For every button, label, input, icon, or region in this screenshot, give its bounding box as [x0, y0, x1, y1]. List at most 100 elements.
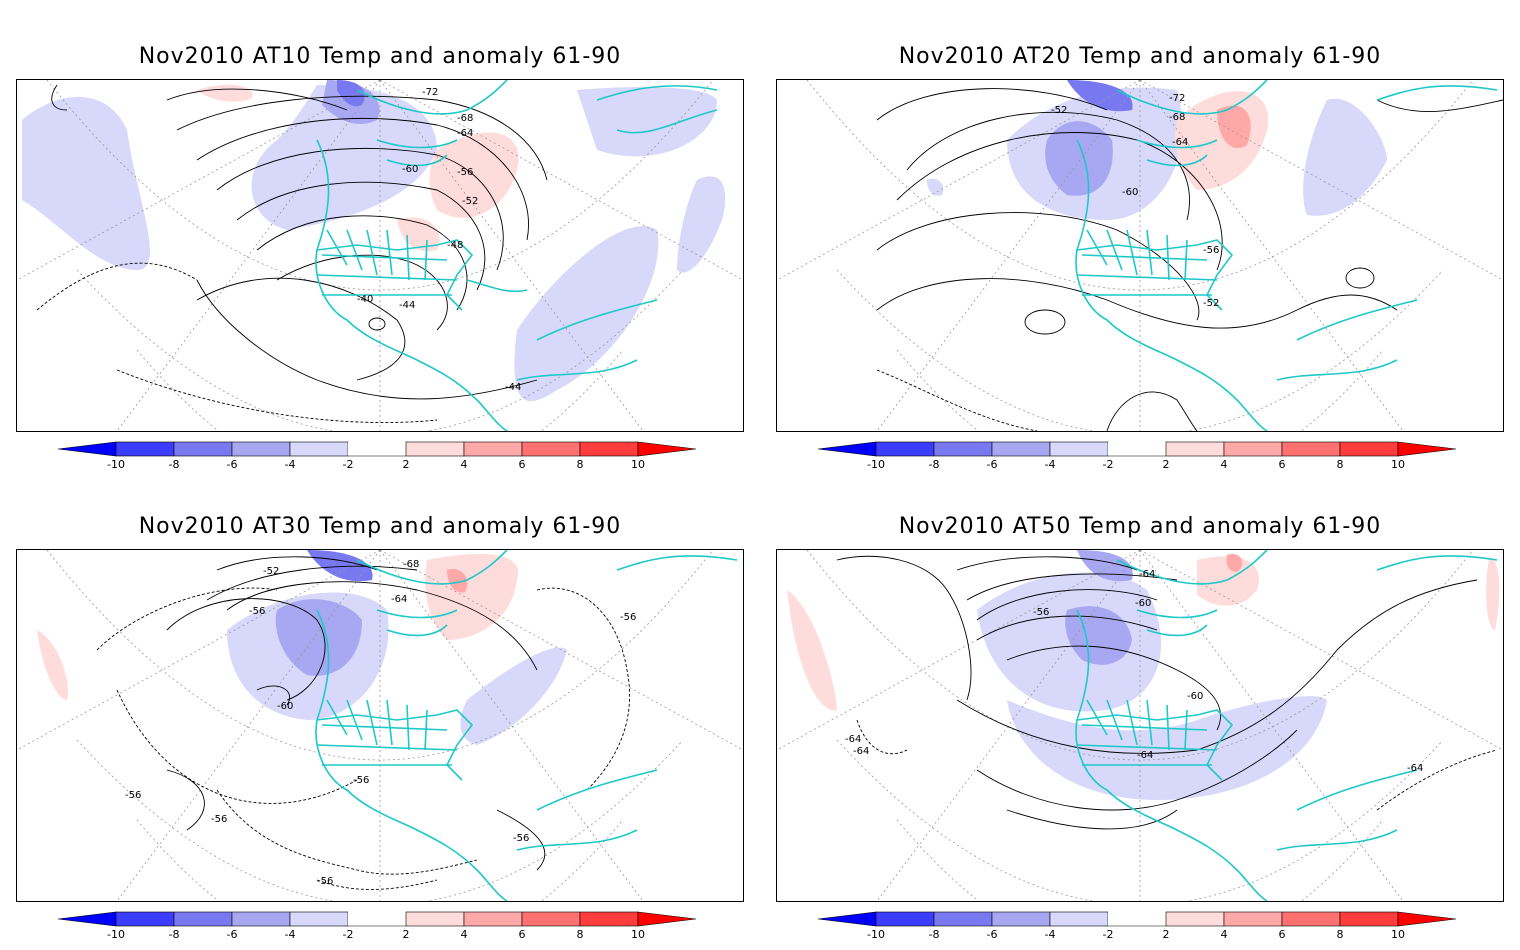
positive-anomaly-region [787, 590, 837, 711]
positive-anomaly-region [1175, 91, 1269, 190]
colorbar-segment [231, 911, 291, 927]
positive-anomaly-region [1486, 559, 1500, 630]
colorbar-segment [289, 441, 349, 457]
colorbar-label: -8 [929, 458, 940, 471]
negative-anomaly-region [275, 599, 362, 676]
colorbar-segment [875, 911, 935, 927]
colorbar-segment [1165, 441, 1225, 457]
colorbar-label: -6 [987, 458, 998, 471]
colorbar-label: 6 [1279, 458, 1286, 471]
temperature-contours [36, 84, 548, 423]
panel-title: Nov2010 AT50 Temp and anomaly 61-90 [898, 514, 1382, 539]
graticule [777, 550, 1503, 901]
colorbar-label: 8 [577, 928, 584, 941]
colorbar-segment [1108, 442, 1166, 456]
colorbar-label: 2 [1163, 928, 1170, 941]
colorbar-segment [289, 911, 349, 927]
colorbar-segment [1281, 911, 1341, 927]
colorbar-segment [1223, 911, 1283, 927]
colorbar-label: -10 [867, 458, 885, 471]
colorbar-arrow-left [57, 911, 117, 927]
colorbar-segment [348, 912, 406, 926]
positive-anomaly-region [1217, 105, 1251, 149]
colorbar-label: 4 [461, 458, 468, 471]
colorbar-label: 10 [1391, 928, 1405, 941]
colorbar-label: -6 [987, 928, 998, 941]
colorbar-segment [579, 441, 639, 457]
colorbar: -10 -8 -6 -4 -2 2 4 6 8 10 [57, 906, 702, 946]
colorbar-arrow-left [57, 441, 117, 457]
colorbar-segment [933, 441, 993, 457]
colorbar-segment [875, 441, 935, 457]
colorbar: -10 -8 -6 -4 -2 2 4 6 8 10 [57, 436, 702, 476]
map-panel: -68 -64 -52 -56 -60 -56 -56 -56 -56 -56 … [16, 549, 744, 902]
colorbar-segment [348, 442, 406, 456]
colorbar-segment [991, 911, 1051, 927]
panel-title: Nov2010 AT20 Temp and anomaly 61-90 [898, 44, 1382, 69]
positive-anomaly-region [447, 569, 468, 593]
colorbar-segment [231, 441, 291, 457]
colorbar-label: -8 [929, 928, 940, 941]
coastlines [1075, 80, 1498, 431]
negative-anomaly-region [1303, 98, 1387, 216]
positive-anomaly-region [37, 630, 68, 700]
colorbar-label: -4 [1045, 458, 1056, 471]
map-panel: -72 -68 -64 -60 -56 -52 -48 -44 -40 -44 [16, 79, 744, 432]
colorbar-arrow-left [817, 911, 877, 927]
colorbar-segment [1339, 911, 1399, 927]
negative-anomaly-region [22, 96, 150, 271]
negative-anomaly-region [977, 572, 1162, 712]
colorbar-label: -6 [227, 458, 238, 471]
colorbar-label: -4 [285, 928, 296, 941]
colorbar-label: -2 [1103, 928, 1114, 941]
positive-anomaly-region [425, 554, 519, 640]
colorbar-label: -4 [285, 458, 296, 471]
colorbar-label: -2 [343, 928, 354, 941]
colorbar-arrow-right [1397, 441, 1457, 457]
negative-anomaly-region [927, 178, 944, 196]
colorbar-segment [991, 441, 1051, 457]
temperature-contours [836, 555, 1498, 830]
map-canvas [777, 80, 1503, 431]
map-canvas [777, 550, 1503, 901]
colorbar-label: 2 [403, 928, 410, 941]
colorbar-arrow-right [637, 911, 697, 927]
colorbar-segment [1223, 441, 1283, 457]
colorbar-segment [933, 911, 993, 927]
colorbar-label: 4 [1221, 458, 1228, 471]
colorbar-arrow-right [1397, 911, 1457, 927]
negative-anomaly-region [1077, 550, 1133, 582]
colorbar-segment [1165, 911, 1225, 927]
colorbar-label: 10 [1391, 458, 1405, 471]
colorbar-label: 6 [519, 928, 526, 941]
temperature-contours [876, 88, 1503, 431]
colorbar-segment [405, 911, 465, 927]
panel-title: Nov2010 AT10 Temp and anomaly 61-90 [138, 44, 622, 69]
negative-anomaly-region [1045, 121, 1113, 196]
colorbar-segment [173, 441, 233, 457]
colorbar-label: 2 [403, 458, 410, 471]
colorbar-segment [1049, 441, 1109, 457]
colorbar-label: 4 [1221, 928, 1228, 941]
map-panel: -72 -68 -64 -60 -56 -52 -52 [776, 79, 1504, 432]
coastlines [315, 80, 718, 431]
colorbar-label: 6 [1279, 928, 1286, 941]
map-canvas [17, 80, 743, 431]
panel-title: Nov2010 AT30 Temp and anomaly 61-90 [138, 514, 622, 539]
positive-anomaly-region [1226, 553, 1243, 572]
colorbar-label: 6 [519, 458, 526, 471]
positive-anomaly-region [197, 84, 253, 102]
colorbar-segment [115, 911, 175, 927]
colorbar-label: -10 [867, 928, 885, 941]
colorbar-label: -4 [1045, 928, 1056, 941]
map-canvas [17, 550, 743, 901]
negative-anomaly-region [460, 647, 567, 745]
colorbar-segment [1108, 912, 1166, 926]
colorbar-arrow-left [817, 441, 877, 457]
colorbar-segment [463, 911, 523, 927]
colorbar-label: -6 [227, 928, 238, 941]
positive-anomaly-region [1197, 556, 1259, 606]
negative-anomaly-region [1067, 80, 1133, 112]
colorbar-segment [521, 441, 581, 457]
colorbar-label: -10 [107, 928, 125, 941]
